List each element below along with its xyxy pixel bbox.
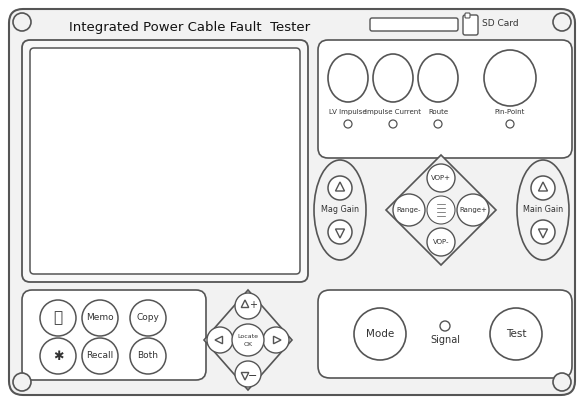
Text: Range+: Range+ <box>459 207 487 213</box>
Circle shape <box>82 300 118 336</box>
Circle shape <box>263 327 289 353</box>
Circle shape <box>13 373 31 391</box>
Text: SD Card: SD Card <box>482 19 519 29</box>
Circle shape <box>40 338 76 374</box>
FancyBboxPatch shape <box>370 18 458 31</box>
FancyBboxPatch shape <box>318 40 572 158</box>
Text: Locate: Locate <box>238 335 259 339</box>
Circle shape <box>427 196 455 224</box>
Text: Pin-Point: Pin-Point <box>495 109 525 115</box>
Text: +: + <box>249 300 257 310</box>
Text: Memo: Memo <box>86 314 114 322</box>
Circle shape <box>232 324 264 356</box>
FancyBboxPatch shape <box>22 40 308 282</box>
Text: Test: Test <box>506 329 526 339</box>
Text: VOP-: VOP- <box>433 239 449 245</box>
Text: ⏻: ⏻ <box>54 311 62 326</box>
Text: VOP+: VOP+ <box>431 175 451 181</box>
Circle shape <box>389 120 397 128</box>
Ellipse shape <box>484 50 536 106</box>
Circle shape <box>506 120 514 128</box>
Circle shape <box>440 321 450 331</box>
FancyBboxPatch shape <box>22 290 206 380</box>
Circle shape <box>235 293 261 319</box>
Text: ✱: ✱ <box>53 349 63 362</box>
Text: Range-: Range- <box>397 207 421 213</box>
Circle shape <box>553 373 571 391</box>
Circle shape <box>354 308 406 360</box>
Text: −: − <box>248 371 258 381</box>
Circle shape <box>40 300 76 336</box>
FancyBboxPatch shape <box>30 48 300 274</box>
Circle shape <box>427 164 455 192</box>
Text: Mag Gain: Mag Gain <box>321 206 359 215</box>
Text: Recall: Recall <box>86 351 114 360</box>
Circle shape <box>531 176 555 200</box>
Circle shape <box>207 327 233 353</box>
Circle shape <box>553 13 571 31</box>
Text: OK: OK <box>244 341 252 347</box>
Circle shape <box>427 228 455 256</box>
Ellipse shape <box>418 54 458 102</box>
Polygon shape <box>204 290 292 390</box>
Text: Route: Route <box>428 109 448 115</box>
FancyBboxPatch shape <box>318 290 572 378</box>
Text: Impulse Current: Impulse Current <box>365 109 421 115</box>
Polygon shape <box>386 155 496 265</box>
Circle shape <box>457 194 489 226</box>
Circle shape <box>328 176 352 200</box>
Text: Copy: Copy <box>137 314 159 322</box>
Text: LV Impulse: LV Impulse <box>329 109 367 115</box>
Circle shape <box>344 120 352 128</box>
Circle shape <box>235 361 261 387</box>
Circle shape <box>531 220 555 244</box>
Circle shape <box>13 13 31 31</box>
Text: Both: Both <box>137 351 158 360</box>
FancyBboxPatch shape <box>9 9 575 395</box>
Circle shape <box>130 300 166 336</box>
Circle shape <box>434 120 442 128</box>
Ellipse shape <box>314 160 366 260</box>
Circle shape <box>130 338 166 374</box>
FancyBboxPatch shape <box>463 15 478 35</box>
Circle shape <box>393 194 425 226</box>
Ellipse shape <box>328 54 368 102</box>
FancyBboxPatch shape <box>465 13 470 18</box>
Circle shape <box>82 338 118 374</box>
Circle shape <box>490 308 542 360</box>
Text: Integrated Power Cable Fault  Tester: Integrated Power Cable Fault Tester <box>69 21 311 34</box>
Ellipse shape <box>517 160 569 260</box>
Circle shape <box>328 220 352 244</box>
Text: Mode: Mode <box>366 329 394 339</box>
Ellipse shape <box>373 54 413 102</box>
Text: Signal: Signal <box>430 335 460 345</box>
Text: Main Gain: Main Gain <box>523 206 563 215</box>
